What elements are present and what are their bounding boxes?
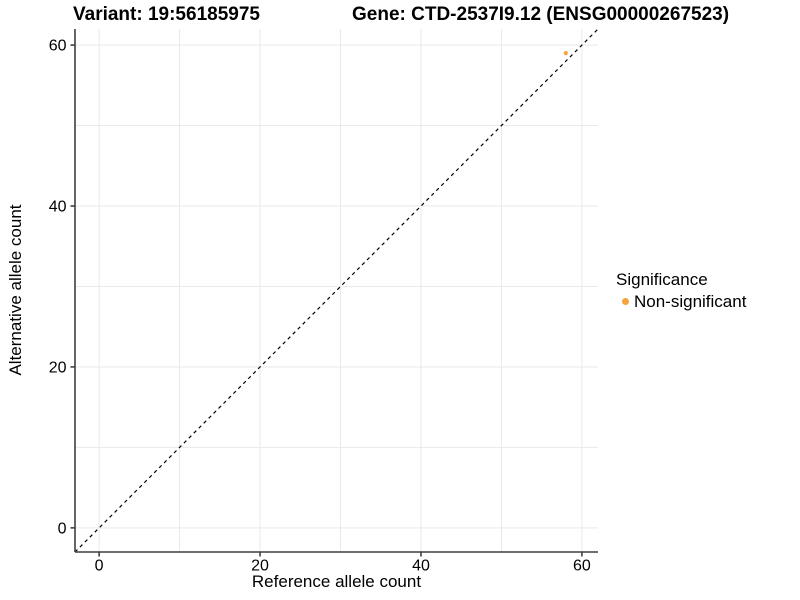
x-axis-title: Reference allele count	[251, 572, 422, 591]
x-tick-label: 40	[412, 558, 430, 575]
legend-title: Significance	[616, 270, 708, 289]
x-tick-label: 0	[95, 558, 104, 575]
y-tick-label: 60	[49, 38, 67, 55]
x-tick-label: 60	[573, 558, 591, 575]
y-tick-label: 40	[49, 199, 67, 216]
y-tick-label: 20	[49, 359, 67, 376]
identity-line	[74, 28, 599, 553]
legend-point-icon	[622, 298, 629, 305]
legend-item: Non-significant	[616, 291, 746, 312]
data-point	[563, 51, 568, 56]
y-axis-title: Alternative allele count	[6, 204, 25, 376]
y-tick-label: 0	[58, 520, 67, 537]
gene-title: Gene: CTD-2537I9.12 (ENSG00000267523)	[352, 4, 730, 25]
x-tick-label: 20	[251, 558, 269, 575]
legend: Significance Non-significant	[616, 269, 746, 312]
legend-item-label: Non-significant	[634, 291, 747, 311]
variant-title: Variant: 19:56185975	[73, 4, 260, 25]
